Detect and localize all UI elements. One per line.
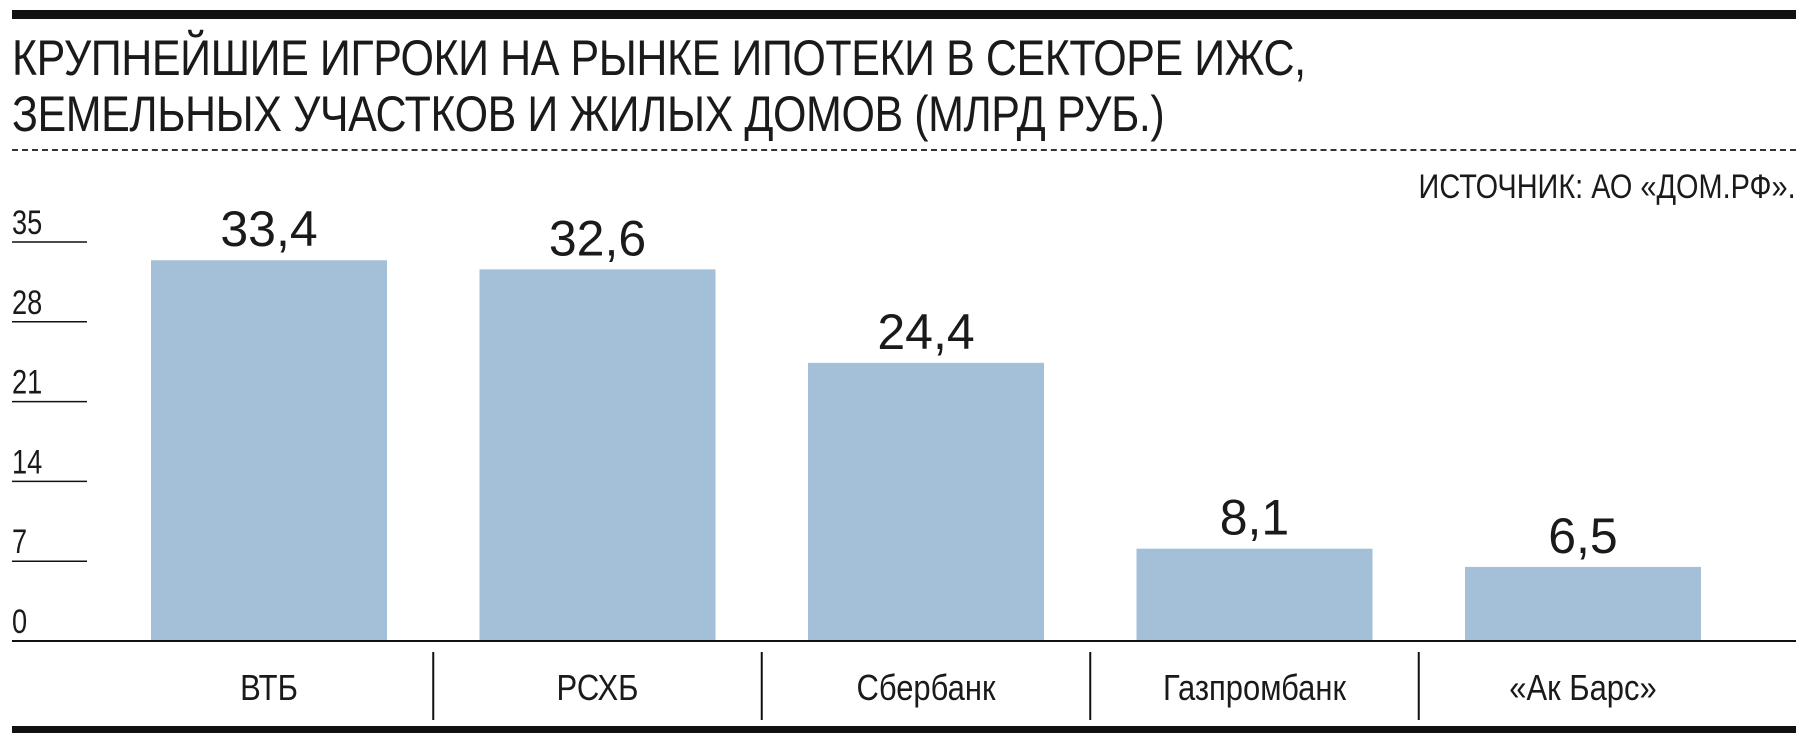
bar bbox=[808, 362, 1044, 641]
bar bbox=[1465, 566, 1701, 641]
category-label: РСХБ bbox=[557, 669, 639, 709]
y-tick-label: 21 bbox=[12, 363, 42, 402]
bar bbox=[479, 269, 716, 641]
bar-value-label: 6,5 bbox=[1548, 508, 1618, 564]
bar bbox=[151, 260, 387, 641]
source-note: ИСТОЧНИК: АО «ДОМ.РФ». bbox=[1418, 168, 1796, 206]
chart-title-line-2: ЗЕМЕЛЬНЫХ УЧАСТКОВ И ЖИЛЫХ ДОМОВ (МЛРД Р… bbox=[12, 86, 1165, 142]
chart-title: КРУПНЕЙШИЕ ИГРОКИ НА РЫНКЕ ИПОТЕКИ В СЕК… bbox=[12, 30, 1526, 142]
category-label: Газпромбанк bbox=[1163, 669, 1346, 709]
y-tick-label: 35 bbox=[12, 203, 42, 242]
y-axis: 0 7 14 21 28 35 bbox=[12, 203, 87, 641]
bar-value-label: 32,6 bbox=[549, 210, 646, 266]
category-label: ВТБ bbox=[240, 669, 298, 709]
bar bbox=[1136, 548, 1373, 641]
bottom-rule bbox=[12, 726, 1796, 733]
bar-value-label: 24,4 bbox=[877, 304, 974, 360]
y-tick-label: 7 bbox=[12, 522, 27, 561]
bar-value-label: 33,4 bbox=[220, 201, 317, 257]
y-tick-label: 14 bbox=[12, 442, 42, 481]
bars bbox=[151, 260, 1701, 641]
y-tick-label: 28 bbox=[12, 283, 42, 322]
chart-title-line-1: КРУПНЕЙШИЕ ИГРОКИ НА РЫНКЕ ИПОТЕКИ В СЕК… bbox=[12, 30, 1306, 86]
value-labels: 33,4 32,6 24,4 8,1 6,5 bbox=[220, 201, 1617, 564]
y-tick-label: 0 bbox=[12, 602, 27, 641]
top-rule bbox=[12, 10, 1796, 19]
bar-value-label: 8,1 bbox=[1220, 490, 1290, 546]
category-label: «Ак Барс» bbox=[1509, 669, 1656, 709]
x-axis: ВТБ РСХБ Сбербанк Газпромбанк «Ак Барс» bbox=[240, 652, 1657, 720]
category-label: Сбербанк bbox=[856, 669, 995, 709]
title-dashed-divider bbox=[12, 149, 1796, 151]
